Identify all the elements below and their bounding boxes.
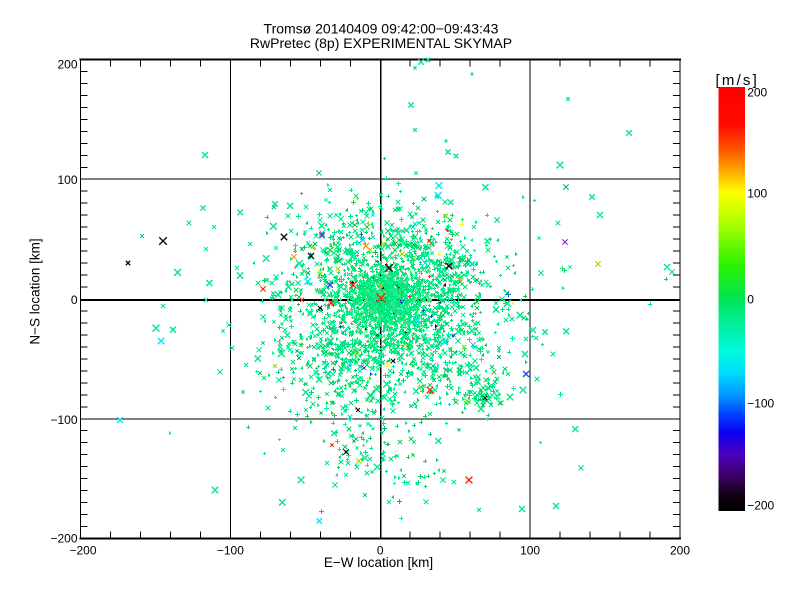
svg-text:0: 0 (747, 293, 754, 307)
svg-text:200: 200 (747, 86, 767, 100)
svg-text:200: 200 (57, 58, 77, 72)
svg-text:E−W location [km]: E−W location [km] (324, 555, 433, 570)
svg-text:0: 0 (71, 293, 78, 307)
svg-text:Tromsø 20140409 09:42:00−09:43: Tromsø 20140409 09:42:00−09:43:43 (264, 21, 499, 37)
svg-text:−100: −100 (217, 544, 244, 558)
svg-text:−200: −200 (69, 544, 96, 558)
svg-text:100: 100 (747, 187, 767, 201)
svg-text:100: 100 (520, 544, 540, 558)
svg-text:−100: −100 (50, 413, 77, 427)
svg-text:200: 200 (670, 544, 690, 558)
svg-text:100: 100 (57, 173, 77, 187)
svg-text:−200: −200 (50, 532, 77, 546)
svg-text:RwPretec (8p) EXPERIMENTAL SKY: RwPretec (8p) EXPERIMENTAL SKYMAP (250, 35, 512, 51)
svg-text:0: 0 (377, 544, 384, 558)
svg-text:N−S location [km]: N−S location [km] (28, 238, 43, 344)
svg-text:[m/s]: [m/s] (716, 72, 760, 89)
svg-text:−200: −200 (747, 499, 774, 513)
svg-text:−100: −100 (747, 397, 774, 411)
